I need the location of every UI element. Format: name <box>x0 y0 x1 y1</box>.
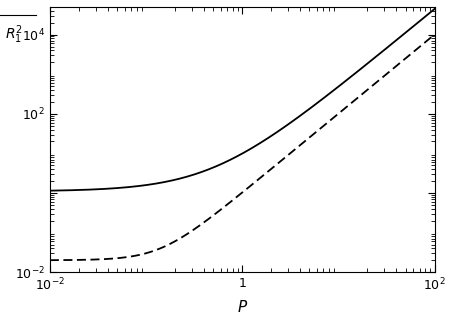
Text: $R_1^2$: $R_1^2$ <box>5 23 22 46</box>
X-axis label: $P$: $P$ <box>237 299 248 315</box>
